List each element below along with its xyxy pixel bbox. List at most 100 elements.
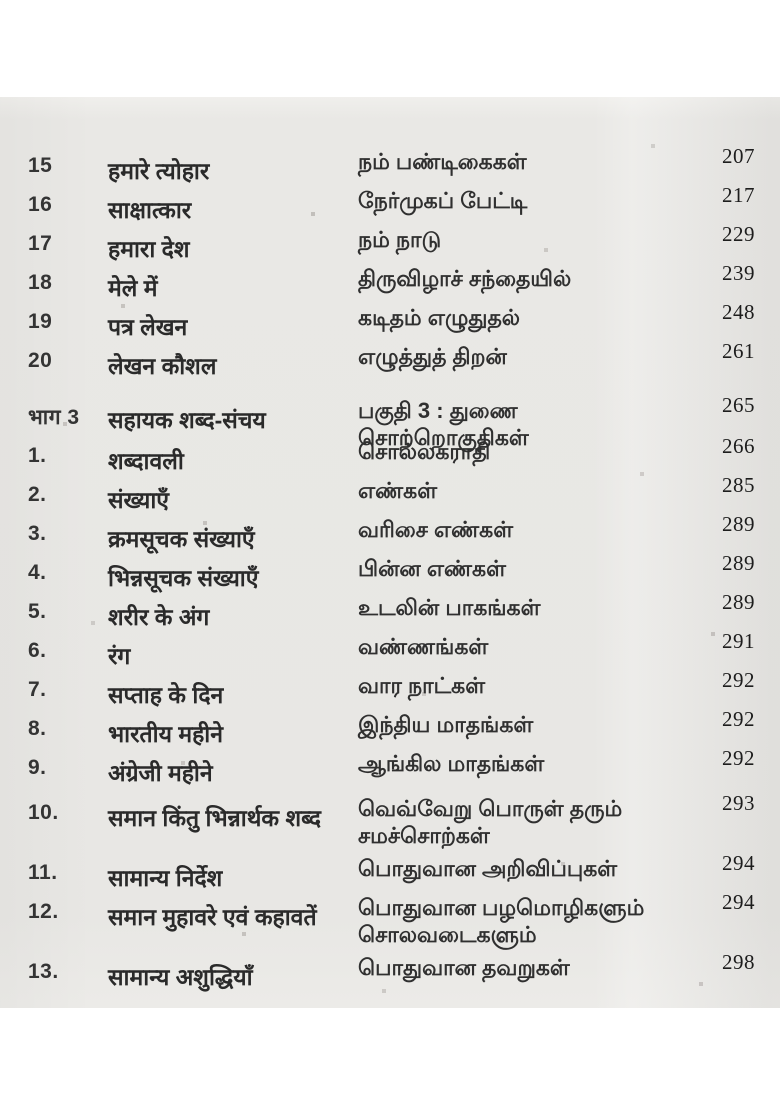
toc-row: 11. सामान्य निर्देश பொதுவான அறிவிப்புகள்…	[28, 853, 755, 892]
serial-number: 2.	[28, 483, 47, 506]
page-number: 291	[722, 629, 755, 653]
serial-number: 6.	[28, 639, 47, 662]
toc-row: 8. भारतीय महीने இந்திய மாதங்கள் 292	[28, 709, 755, 748]
serial-number: 10.	[28, 801, 59, 824]
page-number: 298	[722, 950, 755, 974]
title-hindi: क्रमसूचक संख्याएँ	[108, 526, 255, 552]
serial-number: 7.	[28, 678, 47, 701]
serial-number: 8.	[28, 717, 47, 740]
title-tamil: நேர்முகப் பேட்டி	[358, 188, 528, 213]
toc-row: 3. क्रमसूचक संख्याएँ வரிசை எண்கள் 289	[28, 514, 755, 553]
title-tamil: வரிசை எண்கள்	[358, 517, 514, 542]
title-hindi: हमारे त्योहार	[108, 158, 210, 184]
toc-row: 9. अंग्रेजी महीने ஆங்கில மாதங்கள் 292	[28, 748, 755, 787]
title-hindi: समान मुहावरे एवं कहावतें	[108, 904, 317, 930]
title-hindi: भारतीय महीने	[108, 721, 224, 747]
serial-number: 3.	[28, 522, 47, 545]
toc-row: 18 मेले में திருவிழாச் சந்தையில் 239	[28, 263, 755, 302]
page-number: 248	[722, 300, 755, 324]
serial-number: 20	[28, 349, 53, 372]
scan-noise	[0, 97, 2, 99]
toc-row: भाग 3 सहायक शब्द-संचय பகுதி 3 : துணை சொற…	[28, 393, 755, 451]
title-tamil: பகுதி 3 : துணை சொற்றொகுதிகள்	[358, 398, 529, 450]
page-number: 289	[722, 512, 755, 536]
page-number: 265	[722, 393, 755, 417]
toc-row: 10. समान किंतु भिन्नार्थक शब्द வெவ்வேறு …	[28, 793, 755, 853]
toc-row: 17 हमारा देश நம் நாடு 229	[28, 224, 755, 263]
toc-row: 16 साक्षात्कार நேர்முகப் பேட்டி 217	[28, 185, 755, 224]
title-tamil: எண்கள்	[358, 478, 438, 503]
title-hindi: संख्याएँ	[108, 487, 170, 513]
title-tamil: பின்ன எண்கள்	[358, 556, 506, 581]
title-hindi: सप्ताह के दिन	[108, 682, 224, 708]
scanned-page: 15 हमारे त्योहार நம் பண்டிகைகள் 207 16 स…	[0, 97, 780, 1008]
title-hindi: अंग्रेजी महीने	[108, 760, 213, 786]
page-number: 294	[722, 851, 755, 875]
page-number: 266	[722, 434, 755, 458]
title-hindi: समान किंतु भिन्नार्थक शब्द	[108, 805, 321, 831]
toc-row: 1. शब्दावली சொல்லகராதி 266	[28, 436, 755, 475]
title-tamil: வார நாட்கள்	[358, 673, 486, 698]
serial-number: 9.	[28, 756, 47, 779]
title-tamil: எழுத்துத் திறன்	[358, 344, 507, 369]
title-hindi: सहायक शब्द-संचय	[108, 407, 266, 433]
toc-row: 7. सप्ताह के दिन வார நாட்கள் 292	[28, 670, 755, 709]
page-number: 285	[722, 473, 755, 497]
title-tamil: இந்திய மாதங்கள்	[358, 712, 534, 737]
serial-number: 1.	[28, 444, 47, 467]
serial-number: भाग 3	[28, 406, 80, 429]
title-tamil: வண்ணங்கள்	[358, 634, 489, 659]
title-tamil: சொல்லகராதி	[358, 439, 491, 464]
toc-row: 6. रंग வண்ணங்கள் 291	[28, 631, 755, 670]
title-tamil: நம் நாடு	[358, 227, 442, 252]
page-number: 289	[722, 551, 755, 575]
serial-number: 12.	[28, 900, 59, 923]
title-tamil: பொதுவான பழமொழிகளும் சொலவடைகளும்	[358, 895, 645, 947]
title-hindi: हमारा देश	[108, 236, 190, 262]
serial-number: 16	[28, 193, 53, 216]
serial-number: 13.	[28, 960, 59, 983]
serial-number: 17	[28, 232, 53, 255]
serial-number: 4.	[28, 561, 47, 584]
toc-row: 20 लेखन कौशल எழுத்துத் திறன் 261	[28, 341, 755, 380]
title-hindi: लेखन कौशल	[108, 353, 217, 379]
table-of-contents: 15 हमारे त्योहार நம் பண்டிகைகள் 207 16 स…	[0, 146, 780, 991]
serial-number: 5.	[28, 600, 47, 623]
toc-row: 5. शरीर के अंग உடலின் பாகங்கள் 289	[28, 592, 755, 631]
title-hindi: शरीर के अंग	[108, 604, 210, 630]
serial-number: 11.	[28, 861, 58, 884]
title-tamil: திருவிழாச் சந்தையில்	[358, 266, 572, 291]
title-tamil: வெவ்வேறு பொருள் தரும் சமச்சொற்கள்	[358, 796, 623, 848]
page-number: 217	[722, 183, 755, 207]
toc-row: 19 पत्र लेखन கடிதம் எழுதுதல் 248	[28, 302, 755, 341]
title-tamil: பொதுவான அறிவிப்புகள்	[358, 856, 618, 881]
toc-row: 12. समान मुहावरे एवं कहावतें பொதுவான பழம…	[28, 892, 755, 952]
page-number: 292	[722, 707, 755, 731]
page-number: 261	[722, 339, 755, 363]
title-hindi: मेले में	[108, 275, 158, 301]
page-number: 289	[722, 590, 755, 614]
serial-number: 18	[28, 271, 53, 294]
title-tamil: ஆங்கில மாதங்கள்	[358, 751, 545, 776]
page-number: 294	[722, 890, 755, 914]
toc-row: 2. संख्याएँ எண்கள் 285	[28, 475, 755, 514]
title-hindi: भिन्नसूचक संख्याएँ	[108, 565, 259, 591]
page-number: 229	[722, 222, 755, 246]
serial-number: 19	[28, 310, 53, 333]
page-number: 292	[722, 668, 755, 692]
toc-row: 4. भिन्नसूचक संख्याएँ பின்ன எண்கள் 289	[28, 553, 755, 592]
toc-row: 15 हमारे त्योहार நம் பண்டிகைகள் 207	[28, 146, 755, 185]
title-hindi: सामान्य निर्देश	[108, 865, 223, 891]
title-hindi: पत्र लेखन	[108, 314, 188, 340]
title-tamil: உடலின் பாகங்கள்	[358, 595, 541, 620]
page-number: 293	[722, 791, 755, 815]
toc-section-part3: भाग 3 सहायक शब्द-संचय பகுதி 3 : துணை சொற…	[28, 395, 755, 991]
toc-section-lessons: 15 हमारे त्योहार நம் பண்டிகைகள் 207 16 स…	[28, 146, 755, 380]
serial-number: 15	[28, 154, 53, 177]
title-tamil: நம் பண்டிகைகள்	[358, 149, 527, 174]
title-hindi: सामान्य अशुद्धियाँ	[108, 964, 253, 990]
page-number: 292	[722, 746, 755, 770]
title-hindi: साक्षात्कार	[108, 197, 192, 223]
title-hindi: रंग	[108, 643, 131, 669]
page-number: 239	[722, 261, 755, 285]
